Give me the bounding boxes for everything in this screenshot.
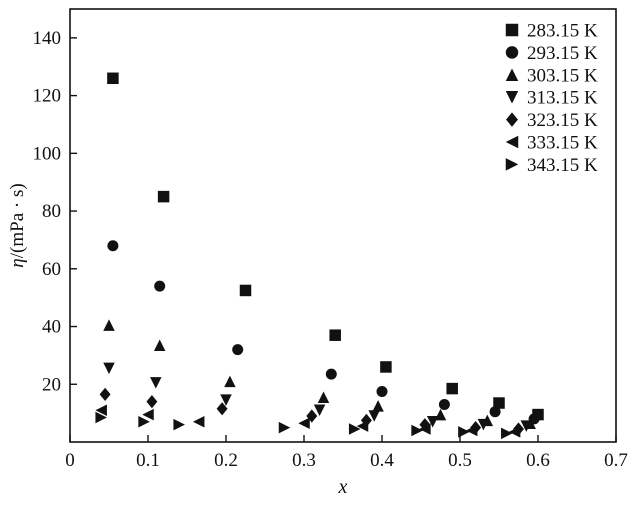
data-point — [103, 362, 115, 375]
x-tick-label: 0.7 — [604, 450, 628, 471]
x-axis-label: x — [338, 476, 348, 498]
data-point — [348, 423, 361, 435]
legend-label: 303.15 K — [527, 65, 598, 86]
y-tick-label: 100 — [33, 143, 62, 164]
data-point — [107, 240, 119, 252]
data-point — [173, 418, 185, 431]
legend-item: 283.15 K — [505, 21, 598, 42]
legend-item: 343.15 K — [505, 155, 598, 176]
marker-triangle-up — [505, 68, 519, 82]
data-point — [220, 394, 232, 406]
data-point — [426, 416, 439, 428]
data-point — [376, 385, 388, 397]
y-tick-label: 80 — [42, 201, 61, 222]
marker-square — [505, 23, 519, 37]
x-tick-label: 0.1 — [136, 450, 160, 471]
legend-item: 323.15 K — [506, 110, 598, 131]
marker-triangle-right — [505, 158, 519, 171]
data-point — [419, 423, 431, 435]
x-tick-label: 0 — [65, 450, 75, 471]
series-343.15-K — [95, 411, 513, 440]
legend-label: 333.15 K — [527, 133, 598, 154]
data-point — [224, 375, 236, 388]
plot-frame — [69, 8, 617, 443]
data-point — [493, 397, 505, 409]
data-point — [508, 426, 521, 438]
legend-item: 293.15 K — [505, 43, 598, 64]
legend-label: 343.15 K — [527, 155, 598, 176]
legend-label: 323.15 K — [527, 110, 598, 131]
legend-label: 293.15 K — [527, 43, 598, 64]
data-point — [278, 421, 291, 434]
y-axis-label: η/(mPa · s) — [7, 183, 28, 267]
data-point — [107, 72, 119, 85]
data-point — [356, 420, 369, 432]
data-point — [380, 361, 392, 373]
marker-triangle-down — [505, 90, 519, 104]
data-point — [372, 400, 384, 412]
data-point — [489, 406, 501, 418]
x-tick-label: 0.5 — [448, 450, 472, 471]
y-tick-label: 120 — [33, 86, 62, 107]
data-point — [411, 424, 423, 437]
data-point — [329, 329, 341, 341]
data-point — [458, 426, 470, 438]
data-point — [520, 420, 533, 432]
data-point — [446, 382, 458, 395]
data-point — [153, 339, 166, 352]
x-tick-label: 0.4 — [370, 450, 394, 471]
y-tick-label: 20 — [42, 374, 61, 395]
data-point — [239, 284, 252, 297]
series-313.15-K — [103, 362, 533, 432]
y-tick-label: 140 — [33, 28, 62, 49]
legend-label: 313.15 K — [527, 88, 598, 109]
data-point — [99, 387, 111, 401]
data-point — [465, 424, 478, 437]
marker-circle — [505, 46, 519, 59]
x-axis: 0 0.1 0.2 0.3 0.4 0.5 0.6 0.7 — [65, 435, 628, 471]
y-tick-label: 60 — [42, 259, 61, 280]
data-point — [192, 416, 205, 428]
legend-item: 313.15 K — [505, 88, 598, 109]
data-point — [325, 368, 337, 380]
data-point — [138, 416, 150, 428]
data-point — [150, 377, 162, 389]
x-tick-label: 0.3 — [292, 450, 316, 471]
series-283.15-K — [107, 72, 544, 421]
data-point — [157, 190, 170, 203]
data-point — [95, 411, 107, 424]
legend-label: 283.15 K — [527, 21, 598, 42]
x-tick-label: 0.2 — [214, 450, 238, 471]
data-point — [232, 344, 244, 356]
data-point — [95, 404, 107, 416]
data-point — [368, 410, 380, 422]
data-point — [216, 402, 228, 416]
series-333.15-K — [95, 404, 521, 438]
data-point — [146, 394, 158, 409]
legend-item: 333.15 K — [505, 133, 598, 154]
data-point — [477, 418, 490, 431]
marker-triangle-left — [505, 135, 519, 149]
legend-item: 303.15 K — [505, 65, 598, 86]
data-point — [501, 427, 513, 440]
data-point — [298, 417, 310, 429]
x-tick-label: 0.6 — [526, 450, 550, 471]
data-point — [317, 391, 330, 404]
marker-diamond — [506, 112, 518, 127]
data-point — [438, 398, 450, 410]
series-293.15-K — [107, 240, 540, 425]
y-tick-label: 40 — [42, 317, 61, 338]
data-point — [103, 319, 115, 331]
y-axis: 20 40 60 80 100 120 140 — [33, 28, 77, 395]
data-point — [313, 404, 326, 416]
data-point — [142, 408, 154, 421]
data-point — [154, 280, 166, 292]
